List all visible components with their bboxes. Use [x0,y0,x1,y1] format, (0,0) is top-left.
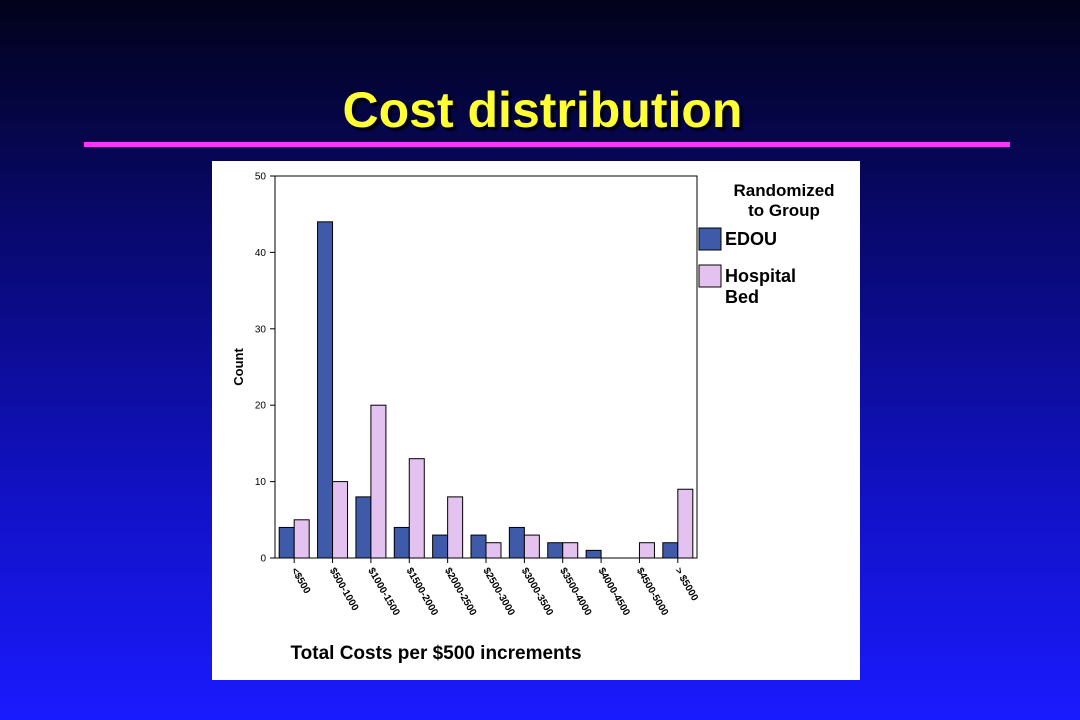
bar-hospital-bed [523,534,540,559]
x-tick-label: $4000-4500 [595,566,631,618]
slide-title: Cost distribution [342,82,743,138]
bar-edou [278,526,295,559]
y-axis-label: Count [231,348,246,386]
y-tick-label: 0 [260,554,266,565]
bar-edou [585,549,602,559]
chart-panel: <$500 $500-1000 $1000-1500 $1500-2000 $2000-… [212,161,860,680]
bar-edou [355,496,372,559]
bar-edou [547,542,564,559]
bar-edou [662,542,679,559]
bar-hospital-bed [677,488,694,559]
bar-hospital-bed [370,404,387,559]
x-tick-label: $3000-3500 [519,566,555,618]
bar-hospital-bed [332,481,349,559]
bar-hospital-bed [293,519,310,559]
legend-title-line-1: Randomized [733,181,834,200]
bar-edou [508,526,525,559]
legend-swatch-hospital-bed [698,264,722,288]
legend-label-hospital-bed: Bed [725,287,759,307]
legend-title-line-2: to Group [748,201,820,220]
x-tick-label: > $5000 [672,566,700,603]
bar-edou [432,534,449,559]
x-tick-label: $2000-2500 [442,566,478,618]
bar-hospital-bed [562,542,579,559]
x-tick-labels: <$500 $500-1000 $1000-1500 $1500-2000 $2000-… [289,566,701,618]
y-tick-label: 10 [255,477,267,488]
bar-edou [470,534,487,559]
x-tick-label: $3500-4000 [557,566,593,618]
x-tick-label: $2500-3000 [480,566,516,618]
x-tick-label: $1000-1500 [365,566,401,618]
y-tick-label: 50 [255,172,267,183]
y-tick-labels: 0 10 20 30 40 50 [255,172,267,565]
bar-edou [393,526,410,559]
legend-swatch-edou [698,227,722,251]
x-tick-label: $500-1000 [327,566,361,613]
y-tick-label: 20 [255,401,267,412]
bar-hospital-bed [447,496,464,559]
x-tick-label: <$500 [289,566,313,596]
legend-label-hospital-bed: Hospital [725,266,796,286]
legend-label-edou: EDOU [725,229,777,249]
bar-hospital-bed [485,542,502,559]
x-tick-label: $4500-5000 [634,566,670,618]
x-axis-label: Total Costs per $500 increments [290,643,581,664]
x-tick-label: $1500-2000 [404,566,440,618]
y-tick-label: 40 [255,248,267,259]
y-tick-label: 30 [255,324,267,335]
bar-hospital-bed [408,458,425,559]
bar-hospital-bed [638,542,655,559]
title-underline [84,142,1010,147]
bar-edou [317,221,334,559]
bar-chart: <$500 $500-1000 $1000-1500 $1500-2000 $2000-… [231,172,835,665]
chart-bars [278,221,694,559]
